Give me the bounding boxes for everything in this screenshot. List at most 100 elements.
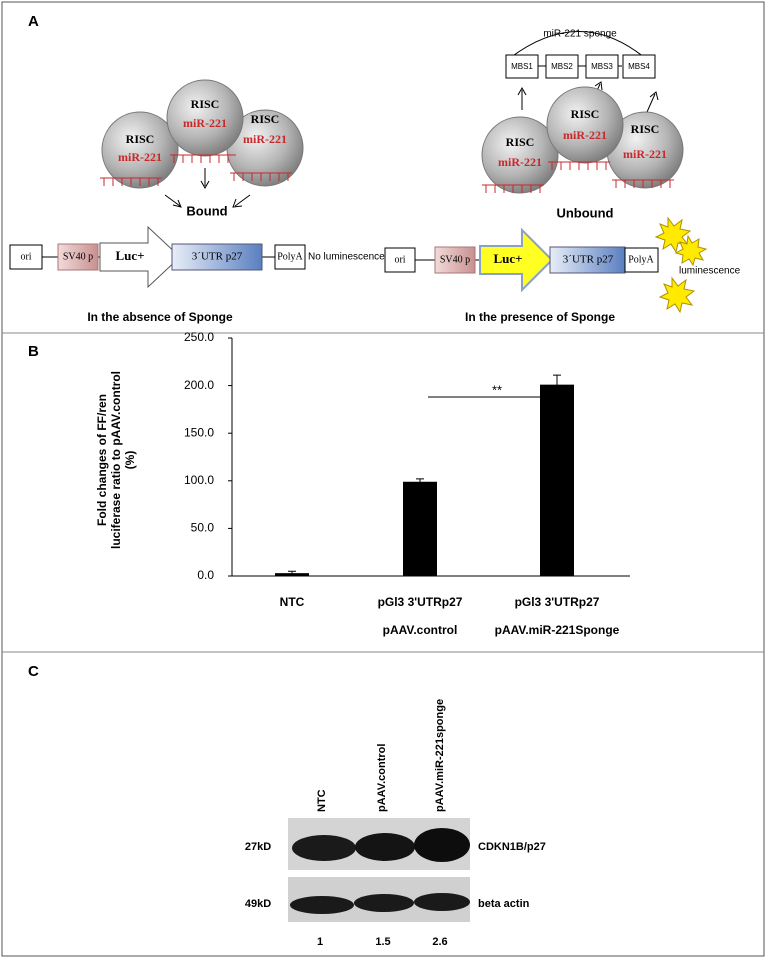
luc-label: Luc+: [115, 248, 144, 263]
y-axis-label-line: (%): [123, 451, 137, 470]
bar-chart: 0.0 50.0 100.0 150.0 200.0 250.0 Fold changes …: [95, 330, 630, 637]
risc-label: RISC: [191, 97, 220, 111]
y-axis-label: Fold changes of FF/renluciferase ratio t…: [95, 371, 137, 549]
luc-arrow: [99, 225, 181, 289]
risc-label: RISC: [251, 112, 280, 126]
seed-comb: [548, 161, 610, 170]
mbs-box: [505, 54, 539, 79]
risc-sphere: [166, 79, 244, 157]
mbs-box: [622, 54, 656, 79]
panel-label: C: [28, 663, 39, 680]
quant-label: 1.5: [375, 936, 390, 948]
presence-diagram: miR-221 sponge MBS1 MBS2 MBS3 MBS4 RISC …: [384, 29, 741, 324]
blot: NTC pAAV.control pAAV.miR-221sponge 27kD…: [245, 699, 546, 948]
polya-label: PolyA: [628, 254, 654, 265]
ori-label: ori: [20, 251, 31, 262]
absence-diagram: RISC miR-221 RISC miR-221 RISC miR-221 B…: [9, 79, 385, 324]
error-bar: [553, 374, 561, 395]
mbs-box: [545, 54, 579, 79]
promoter-box: [434, 246, 476, 274]
lane-label: pAAV.control: [376, 744, 388, 812]
ori-label: ori: [394, 254, 405, 265]
mirna-label: miR-221: [243, 132, 287, 146]
polya-box: [624, 247, 659, 273]
risc-sphere: [101, 111, 179, 189]
luc-arrow: [479, 227, 554, 293]
state-label: Unbound: [556, 205, 613, 220]
promoter-label: SV40 p: [440, 254, 470, 265]
burst: [658, 276, 696, 314]
protein-label: beta actin: [478, 898, 530, 910]
utr-box: [171, 243, 263, 271]
band: [354, 894, 414, 912]
seed-comb: [100, 177, 162, 186]
sponge-label: miR-221 sponge: [543, 29, 617, 40]
arrow: [517, 86, 527, 110]
y-tick-label: 200.0: [184, 378, 214, 392]
band: [414, 893, 470, 911]
readout-label: No luminescence: [308, 252, 385, 263]
y-tick-label: 150.0: [184, 425, 214, 439]
y-axis-label-line: luciferase ratio to pAAV.control: [109, 371, 123, 549]
x-tick-label: pGl3 3'UTRp27: [378, 595, 463, 609]
promoter-label: SV40 p: [63, 251, 93, 262]
quant-label: 1: [317, 936, 323, 948]
bar: [403, 481, 437, 576]
risc-sphere: [481, 116, 559, 194]
promoter-box: [57, 243, 99, 271]
x-tick-sublabel: pAAV.miR-221Sponge: [495, 623, 620, 637]
size-label: 27kD: [245, 841, 271, 853]
seed-comb: [482, 184, 544, 193]
risc-label: RISC: [571, 107, 600, 121]
mbs-label: MBS3: [591, 62, 613, 71]
seed-comb: [612, 179, 674, 188]
mirna-label: miR-221: [118, 150, 162, 164]
arrow: [646, 91, 659, 113]
risc-label: RISC: [506, 135, 535, 149]
protein-label: CDKN1B/p27: [478, 841, 546, 853]
utr-box: [549, 246, 626, 274]
seed-comb: [170, 154, 236, 163]
polya-label: PolyA: [277, 251, 303, 262]
x-tick-sublabel: pAAV.control: [383, 623, 458, 637]
significance-label: **: [492, 382, 502, 397]
panel-label: A: [28, 13, 39, 30]
luc-label: Luc+: [493, 251, 522, 266]
ori-box: [9, 244, 43, 270]
band: [414, 828, 470, 862]
lane-label: pAAV.miR-221sponge: [434, 699, 446, 812]
polya-box: [274, 244, 306, 270]
lane-label: NTC: [316, 789, 328, 812]
y-axis-label-line: Fold changes of FF/ren: [95, 394, 109, 526]
mbs-box: [585, 54, 619, 79]
mbs-label: MBS4: [628, 62, 650, 71]
error-bar: [416, 478, 424, 485]
risc-sphere: [546, 86, 624, 164]
burst: [674, 234, 708, 267]
sponge-arc: [509, 31, 646, 59]
y-tick-label: 250.0: [184, 330, 214, 344]
arrow: [164, 194, 182, 208]
y-tick-label: 50.0: [191, 521, 215, 535]
x-tick-label: pGl3 3'UTRp27: [515, 595, 600, 609]
size-label: 49kD: [245, 898, 271, 910]
utr-label: 3´UTR p27: [563, 254, 614, 266]
arrow: [200, 168, 210, 190]
risc-label: RISC: [631, 122, 660, 136]
panel-label: B: [28, 343, 39, 360]
error-bar: [288, 570, 296, 576]
mirna-label: miR-221: [623, 147, 667, 161]
mbs-label: MBS2: [551, 62, 573, 71]
caption: In the absence of Sponge: [87, 310, 233, 324]
utr-label: 3´UTR p27: [192, 251, 243, 263]
arrow: [232, 194, 251, 208]
mirna-label: miR-221: [498, 155, 542, 169]
band: [355, 833, 415, 861]
x-tick-label: NTC: [280, 595, 305, 609]
y-tick-label: 100.0: [184, 473, 214, 487]
bar: [540, 384, 574, 576]
mirna-label: miR-221: [563, 128, 607, 142]
